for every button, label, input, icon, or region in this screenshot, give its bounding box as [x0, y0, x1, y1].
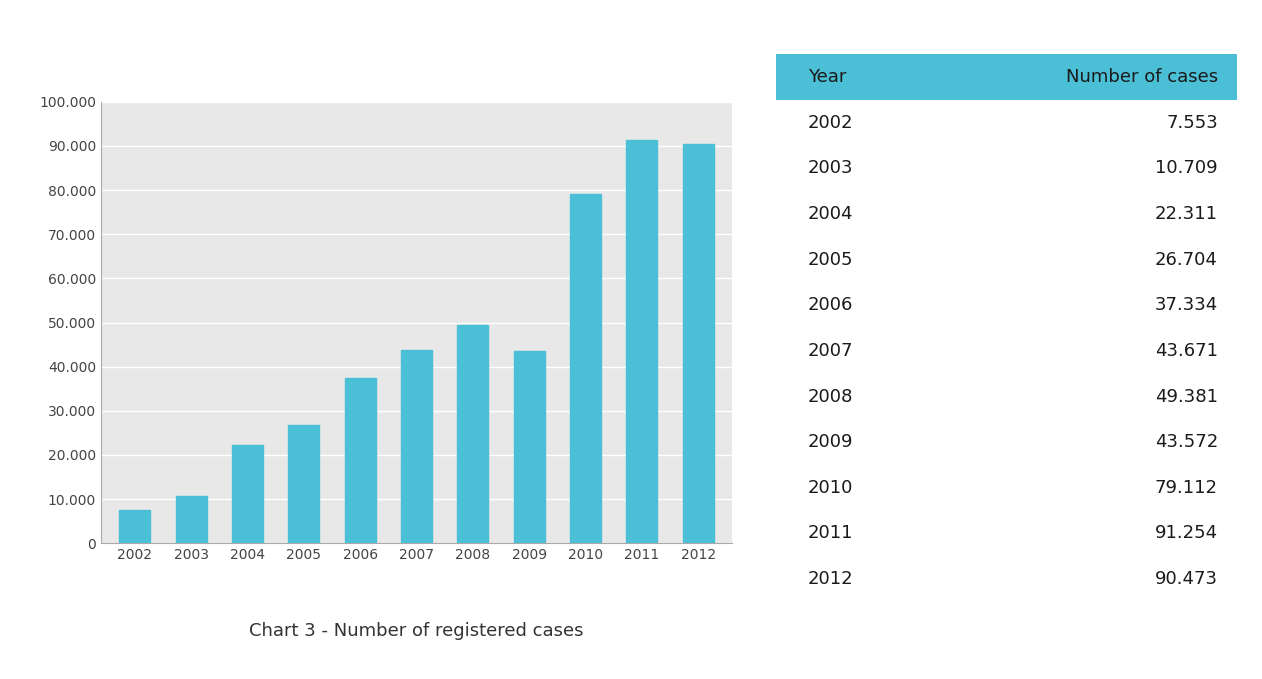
Text: 2007: 2007 [808, 342, 853, 360]
Text: 37.334: 37.334 [1155, 296, 1218, 314]
Bar [626, 141, 658, 543]
Bar [175, 496, 207, 543]
Text: 43.572: 43.572 [1155, 433, 1218, 451]
Text: 90.473: 90.473 [1155, 570, 1218, 588]
Text: 7.553: 7.553 [1166, 114, 1218, 132]
Text: 43.671: 43.671 [1155, 342, 1218, 360]
Text: 22.311: 22.311 [1155, 205, 1218, 223]
Text: 2011: 2011 [808, 524, 853, 543]
Text: 2004: 2004 [808, 205, 853, 223]
Bar [683, 144, 713, 543]
Bar [345, 378, 376, 543]
Text: 10.709: 10.709 [1155, 160, 1218, 177]
Bar [457, 325, 488, 543]
Bar [401, 350, 432, 543]
Text: 2010: 2010 [808, 479, 853, 497]
Text: 2008: 2008 [808, 388, 853, 405]
Text: 49.381: 49.381 [1155, 388, 1218, 405]
Text: 2002: 2002 [808, 114, 853, 132]
Text: 26.704: 26.704 [1155, 251, 1218, 269]
Bar [120, 510, 150, 543]
Bar [570, 194, 601, 543]
Text: 2005: 2005 [808, 251, 853, 269]
Bar [514, 351, 545, 543]
Text: 2009: 2009 [808, 433, 853, 451]
Text: Number of cases: Number of cases [1065, 68, 1218, 86]
Text: 2012: 2012 [808, 570, 853, 588]
Text: 79.112: 79.112 [1155, 479, 1218, 497]
Text: Year: Year [808, 68, 846, 86]
Text: 91.254: 91.254 [1155, 524, 1218, 543]
Bar [288, 425, 319, 543]
Bar [232, 445, 262, 543]
Text: Chart 3 - Number of registered cases: Chart 3 - Number of registered cases [249, 623, 584, 640]
Text: 2003: 2003 [808, 160, 853, 177]
Text: 2006: 2006 [808, 296, 853, 314]
